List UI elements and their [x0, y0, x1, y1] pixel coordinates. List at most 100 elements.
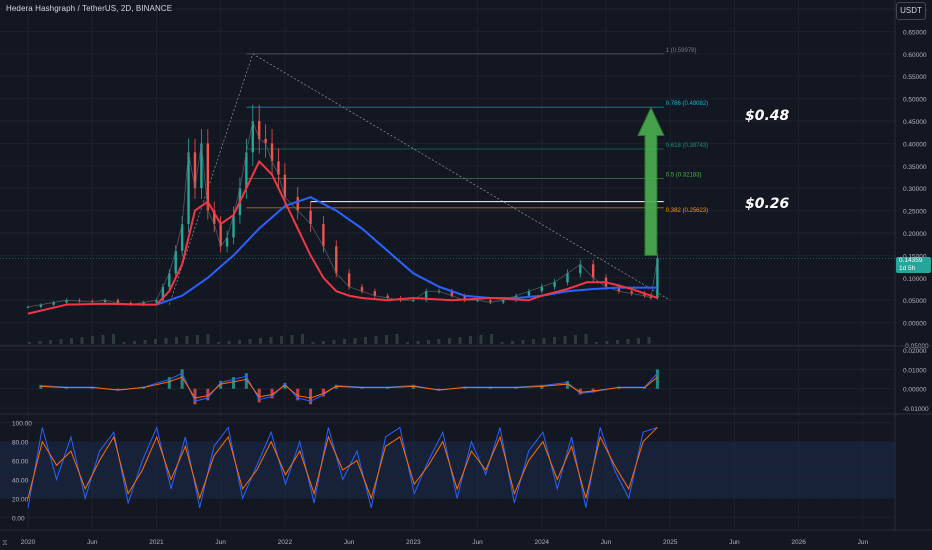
main-y-tick-label: 0.40000: [903, 141, 927, 148]
candle-body: [180, 224, 184, 251]
slow-moving-average: [156, 196, 658, 306]
x-tick-label: Jun: [729, 539, 740, 546]
candle-body: [424, 291, 428, 301]
volume-bar: [500, 342, 504, 344]
volume-bar: [101, 335, 105, 344]
volume-bar: [395, 334, 399, 344]
main-y-tick-label: 0.10000: [903, 276, 927, 283]
volume-bar: [143, 340, 147, 344]
candle-body: [206, 143, 210, 211]
volume-bar: [217, 342, 220, 344]
candle-body: [527, 291, 531, 296]
candle-body: [116, 300, 120, 303]
volume-bar: [574, 335, 577, 344]
x-tick-label: 2020: [21, 539, 36, 546]
volume-bar: [269, 337, 273, 344]
candle-body: [591, 264, 595, 278]
volume-bar: [374, 336, 378, 344]
volume-bar: [133, 341, 136, 344]
stochastic-y-tick-label: 20.00: [12, 496, 29, 503]
candle-body: [309, 210, 312, 225]
candle-body: [277, 161, 280, 175]
candle-body: [200, 143, 203, 189]
candle-body: [322, 224, 325, 247]
volume-bar: [154, 339, 157, 344]
main-y-tick-label: 0.50000: [903, 97, 927, 104]
volume-bar: [637, 338, 640, 344]
volume-bar: [616, 340, 619, 344]
main-y-tick-label: 0.05000: [903, 298, 927, 305]
volume-bar: [521, 340, 525, 344]
candle-body: [142, 302, 145, 305]
candle-body: [437, 291, 441, 293]
macd-histogram-bar: [296, 388, 300, 401]
trendline-descending: [252, 53, 671, 301]
candle-body: [450, 291, 454, 296]
volume-bar: [112, 334, 115, 344]
x-tick-label: 2026: [791, 539, 806, 546]
volume-bar: [259, 338, 262, 344]
stochastic-y-tick-label: 60.00: [12, 459, 29, 466]
main-y-tick-label: 0.55000: [903, 74, 927, 81]
candle-body: [232, 215, 235, 238]
macd-y-tick-label: -0.01000: [903, 406, 929, 413]
candle-body: [360, 286, 364, 292]
fib-level-label: 0.5 (0.32183): [666, 172, 702, 178]
candle-body: [566, 273, 569, 283]
stochastic-y-tick-label: 100.00: [12, 421, 32, 428]
x-tick-label: Jun: [472, 539, 483, 546]
candle-body: [174, 250, 177, 274]
price-line: [27, 119, 658, 308]
volume-bar: [343, 339, 346, 344]
volume-bar: [553, 337, 556, 344]
volume-bar: [38, 341, 42, 344]
volume-bar: [28, 342, 31, 344]
candle-body: [412, 300, 415, 302]
stochastic-y-tick-label: 80.00: [12, 440, 29, 447]
volume-bar: [437, 339, 441, 344]
x-tick-label: Jun: [215, 539, 226, 546]
x-tick-label: Jun: [87, 539, 98, 546]
volume-bar: [311, 342, 315, 344]
macd-histogram-bar: [219, 380, 223, 389]
volume-bar: [196, 335, 199, 344]
macd-histogram-bar: [565, 380, 569, 389]
main-y-tick-label: 0.20000: [903, 231, 927, 238]
candle-body: [630, 291, 633, 294]
volume-bar: [542, 338, 546, 344]
volume-bar: [80, 337, 84, 344]
main-y-tick-label: 0.00000: [903, 321, 927, 328]
fib-level-label: 0.382 (0.25623): [666, 208, 708, 214]
stochastic-y-tick-label: 40.00: [12, 477, 29, 484]
volume-bar: [164, 338, 168, 344]
candle-body: [617, 286, 621, 292]
macd-histogram-bar: [257, 388, 261, 403]
volume-bar: [332, 340, 336, 344]
main-y-tick-label: 0.35000: [903, 164, 927, 171]
main-y-tick-label: 0.65000: [903, 29, 927, 36]
x-tick-label: 2024: [535, 539, 550, 546]
volume-bar: [458, 337, 462, 344]
scale-toggle-icon[interactable]: ⧖: [2, 538, 8, 547]
candle-body: [489, 300, 492, 303]
macd-line: [40, 372, 658, 402]
candle-body: [386, 295, 389, 298]
fib-level-label: 1 (0.59978): [666, 48, 697, 54]
x-tick-label: 2025: [663, 539, 678, 546]
last-price-value: 0.14359: [899, 257, 923, 264]
volume-bar: [290, 335, 294, 344]
currency-button[interactable]: USDT: [896, 2, 926, 20]
volume-bar: [605, 341, 609, 344]
candle-body: [251, 120, 254, 153]
candle-body: [219, 224, 222, 247]
macd-histogram-bar: [655, 369, 659, 389]
macd-histogram-bar: [270, 388, 274, 399]
macd-signal-line: [40, 376, 658, 399]
candle-body: [296, 197, 299, 211]
volume-bar: [280, 336, 283, 344]
stochastic-series-line: [27, 425, 658, 508]
macd-histogram-bar: [193, 388, 197, 405]
candle-body: [283, 174, 287, 198]
stochastic-y-tick-label: 0.00: [12, 515, 25, 522]
volume-bar: [91, 336, 94, 344]
